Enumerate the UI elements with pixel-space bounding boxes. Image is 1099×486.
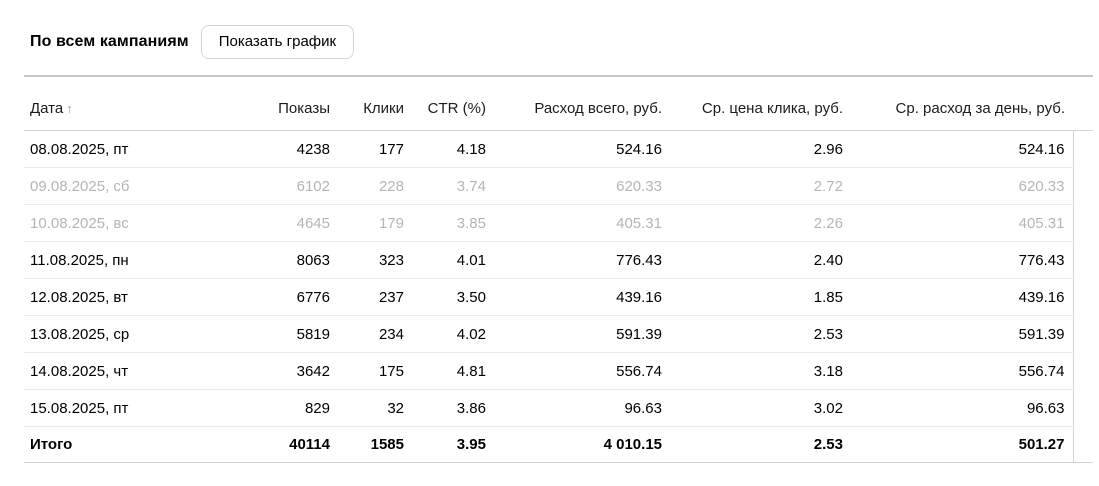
table-row: 09.08.2025, сб 6102 228 3.74 620.33 2.72… <box>24 167 1093 205</box>
spacer-cell <box>1072 167 1093 205</box>
cell-impressions: 4238 <box>210 130 330 168</box>
cell-avg-click-cost: 1.85 <box>662 278 843 316</box>
cell-avg-click-cost: 2.96 <box>662 130 843 168</box>
cell-total-cost: 620.33 <box>486 167 662 205</box>
cell-ctr: 4.81 <box>404 352 486 390</box>
total-label: Итого <box>24 426 210 463</box>
column-header-date[interactable]: Дата ↑ <box>24 77 210 131</box>
total-impressions: 40114 <box>210 426 330 463</box>
total-ctr: 3.95 <box>404 426 486 463</box>
cell-date: 15.08.2025, пт <box>24 389 210 427</box>
page-title: По всем кампаниям <box>30 33 189 50</box>
table-row: 14.08.2025, чт 3642 175 4.81 556.74 3.18… <box>24 352 1093 390</box>
cell-impressions: 5819 <box>210 315 330 353</box>
cell-total-cost: 524.16 <box>486 130 662 168</box>
cell-date: 09.08.2025, сб <box>24 167 210 205</box>
cell-avg-click-cost: 2.72 <box>662 167 843 205</box>
total-total-cost: 4 010.15 <box>486 426 662 463</box>
cell-impressions: 8063 <box>210 241 330 279</box>
cell-ctr: 4.18 <box>404 130 486 168</box>
cell-date: 14.08.2025, чт <box>24 352 210 390</box>
table-row: 13.08.2025, ср 5819 234 4.02 591.39 2.53… <box>24 315 1093 353</box>
cell-clicks: 177 <box>330 130 404 168</box>
column-header-total-cost[interactable]: Расход всего, руб. <box>486 77 662 131</box>
cell-total-cost: 405.31 <box>486 204 662 242</box>
cell-ctr: 4.02 <box>404 315 486 353</box>
cell-total-cost: 439.16 <box>486 278 662 316</box>
cell-date: 08.08.2025, пт <box>24 130 210 168</box>
cell-clicks: 179 <box>330 204 404 242</box>
cell-ctr: 4.01 <box>404 241 486 279</box>
column-header-date-label: Дата <box>30 100 64 117</box>
toolbar: По всем кампаниям Показать график <box>0 0 1099 59</box>
show-chart-button[interactable]: Показать график <box>200 25 355 59</box>
cell-avg-click-cost: 3.02 <box>662 389 843 427</box>
statistics-table: Дата ↑ Показы Клики CTR (%) Расход всего,… <box>24 77 1093 463</box>
cell-impressions: 6102 <box>210 167 330 205</box>
spacer-cell <box>1072 241 1093 279</box>
cell-clicks: 228 <box>330 167 404 205</box>
column-header-impressions[interactable]: Показы <box>210 77 330 131</box>
spacer-cell <box>1072 278 1093 316</box>
cell-total-cost: 776.43 <box>486 241 662 279</box>
cell-avg-daily-cost: 556.74 <box>843 352 1073 390</box>
cell-date: 12.08.2025, вт <box>24 278 210 316</box>
total-clicks: 1585 <box>330 426 404 463</box>
total-avg-click-cost: 2.53 <box>662 426 843 463</box>
table-row: 10.08.2025, вс 4645 179 3.85 405.31 2.26… <box>24 204 1093 242</box>
cell-clicks: 237 <box>330 278 404 316</box>
cell-impressions: 6776 <box>210 278 330 316</box>
cell-ctr: 3.86 <box>404 389 486 427</box>
cell-clicks: 323 <box>330 241 404 279</box>
cell-clicks: 175 <box>330 352 404 390</box>
cell-clicks: 32 <box>330 389 404 427</box>
cell-avg-daily-cost: 776.43 <box>843 241 1073 279</box>
cell-avg-daily-cost: 439.16 <box>843 278 1073 316</box>
table-row: 15.08.2025, пт 829 32 3.86 96.63 3.02 96… <box>24 389 1093 427</box>
column-header-clicks[interactable]: Клики <box>330 77 404 131</box>
spacer-cell <box>1072 352 1093 390</box>
cell-total-cost: 96.63 <box>486 389 662 427</box>
sort-ascending-icon: ↑ <box>66 101 73 116</box>
spacer-cell <box>1072 315 1093 353</box>
cell-avg-daily-cost: 591.39 <box>843 315 1073 353</box>
cell-avg-daily-cost: 96.63 <box>843 389 1073 427</box>
cell-total-cost: 556.74 <box>486 352 662 390</box>
cell-date: 11.08.2025, пн <box>24 241 210 279</box>
cell-clicks: 234 <box>330 315 404 353</box>
cell-avg-daily-cost: 405.31 <box>843 204 1073 242</box>
cell-date: 10.08.2025, вс <box>24 204 210 242</box>
table-total-row: Итого 40114 1585 3.95 4 010.15 2.53 501.… <box>24 426 1093 463</box>
cell-date: 13.08.2025, ср <box>24 315 210 353</box>
spacer-cell <box>1072 130 1093 168</box>
cell-impressions: 4645 <box>210 204 330 242</box>
table-row: 11.08.2025, пн 8063 323 4.01 776.43 2.40… <box>24 241 1093 279</box>
cell-impressions: 3642 <box>210 352 330 390</box>
table-row: 08.08.2025, пт 4238 177 4.18 524.16 2.96… <box>24 130 1093 168</box>
cell-avg-click-cost: 2.53 <box>662 315 843 353</box>
table-row: 12.08.2025, вт 6776 237 3.50 439.16 1.85… <box>24 278 1093 316</box>
table-header-row: Дата ↑ Показы Клики CTR (%) Расход всего,… <box>24 77 1093 131</box>
spacer-column-header <box>1073 77 1093 131</box>
cell-impressions: 829 <box>210 389 330 427</box>
column-header-avg-click-cost[interactable]: Ср. цена клика, руб. <box>662 77 843 131</box>
cell-total-cost: 591.39 <box>486 315 662 353</box>
cell-avg-click-cost: 2.26 <box>662 204 843 242</box>
cell-ctr: 3.85 <box>404 204 486 242</box>
cell-ctr: 3.74 <box>404 167 486 205</box>
section-divider <box>24 75 1093 77</box>
spacer-cell <box>1072 426 1093 463</box>
spacer-cell <box>1072 204 1093 242</box>
column-header-avg-daily-cost[interactable]: Ср. расход за день, руб. <box>843 77 1073 131</box>
total-avg-daily-cost: 501.27 <box>843 426 1073 463</box>
cell-avg-click-cost: 3.18 <box>662 352 843 390</box>
cell-avg-daily-cost: 524.16 <box>843 130 1073 168</box>
column-header-ctr[interactable]: CTR (%) <box>404 77 486 131</box>
cell-ctr: 3.50 <box>404 278 486 316</box>
cell-avg-click-cost: 2.40 <box>662 241 843 279</box>
cell-avg-daily-cost: 620.33 <box>843 167 1073 205</box>
spacer-cell <box>1072 389 1093 427</box>
